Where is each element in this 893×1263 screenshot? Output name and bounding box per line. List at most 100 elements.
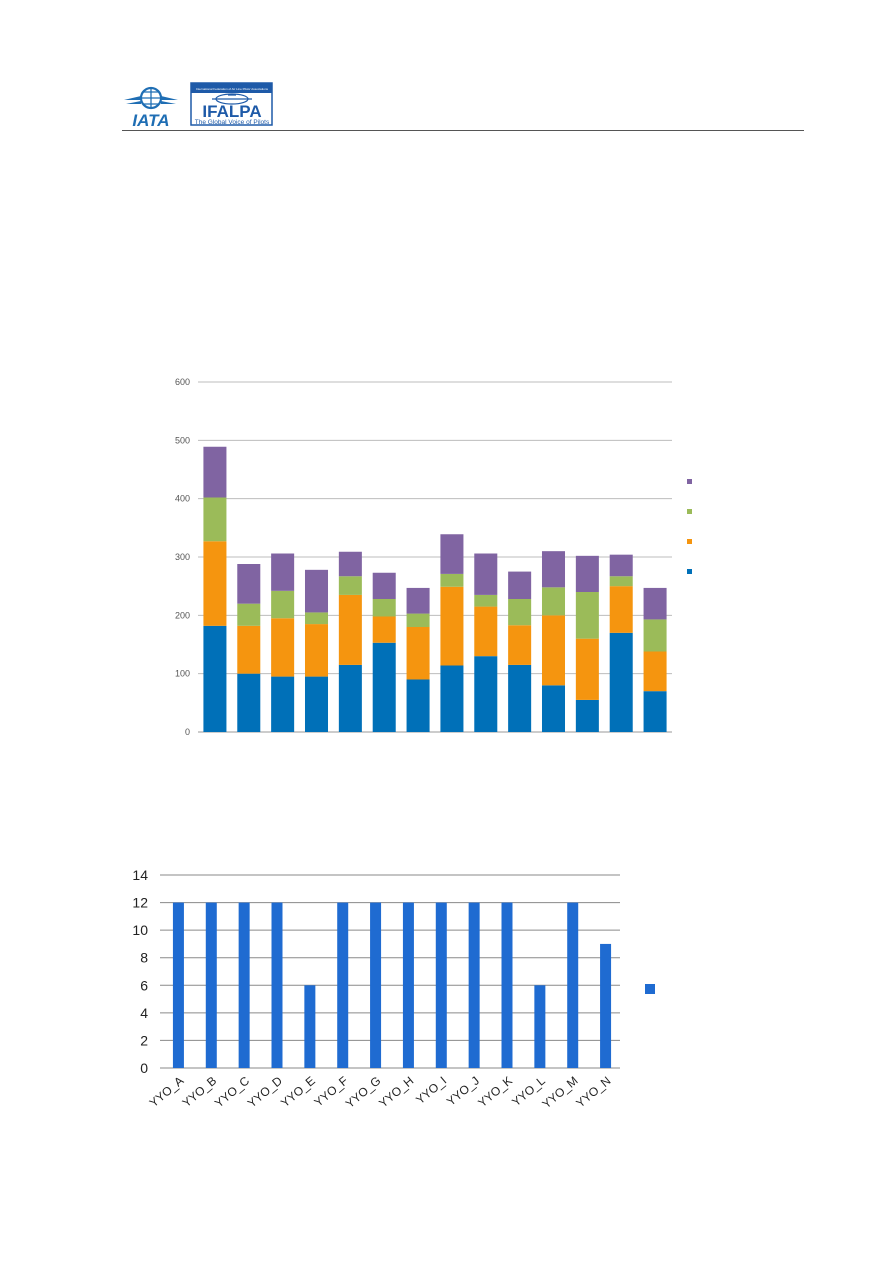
x-tick-label: YYO_B (180, 1074, 220, 1110)
bar-segment (643, 619, 667, 652)
bar-segment (271, 553, 295, 591)
bar-segment (372, 642, 396, 732)
x-tick-label: YYO_M (539, 1074, 580, 1112)
legend-marker (645, 984, 655, 994)
x-tick-label: YYO_A (147, 1074, 187, 1110)
bar-segment (271, 676, 295, 732)
y-tick-label: 600 (175, 377, 190, 387)
bar-segment (237, 603, 261, 626)
bar-segment (609, 586, 633, 633)
iata-logo-text: IATA (132, 111, 169, 130)
x-tick-label: YYO_H (376, 1074, 416, 1111)
x-tick-label: YYO_C (212, 1073, 252, 1110)
bar-segment (575, 592, 599, 639)
ifalpa-logo-text: IFALPA (202, 102, 261, 121)
ifalpa-tagline: The Global Voice of Pilots (195, 119, 270, 126)
bar-segment (575, 555, 599, 592)
y-tick-label: 500 (175, 435, 190, 445)
bar-segment (575, 699, 599, 732)
y-tick-label: 2 (140, 1032, 148, 1048)
y-tick-label: 8 (140, 950, 148, 966)
x-tick-label: YYO_J (444, 1074, 482, 1109)
x-tick-label: YYO_F (311, 1074, 350, 1110)
legend-marker (687, 479, 692, 484)
bar-segment (338, 594, 362, 665)
x-tick-label: YYO_I (413, 1074, 449, 1107)
x-tick-label: YYO_K (475, 1074, 515, 1110)
bar-segment (541, 615, 566, 686)
bar-segment (474, 594, 498, 607)
bar-segment (271, 618, 295, 677)
bar-segment (271, 590, 295, 619)
bar-segment (372, 616, 396, 643)
bar (172, 902, 184, 1068)
x-tick-label: YYO_E (278, 1074, 318, 1110)
bar-segment (203, 497, 227, 542)
y-tick-label: 14 (132, 867, 148, 883)
bar-segment (575, 638, 599, 700)
bar-segment (406, 627, 430, 680)
bar-segment (440, 665, 464, 732)
bar-segment (406, 587, 430, 614)
y-tick-label: 0 (185, 727, 190, 737)
iata-logo: IATA (124, 86, 178, 130)
y-tick-label: 100 (175, 669, 190, 679)
bar-segment (237, 625, 261, 674)
bar-chart: 02468101214YYO_AYYO_BYYO_CYYO_DYYO_EYYO_… (132, 867, 655, 1112)
bar (435, 902, 447, 1068)
bar-segment (406, 613, 430, 627)
bar-segment (440, 534, 464, 574)
header-logos: IATA International Federation of Air Lin… (124, 82, 273, 130)
bar-segment (304, 676, 329, 732)
header-divider (122, 130, 804, 131)
bar-segment (508, 599, 532, 626)
bar (501, 902, 513, 1068)
bar (534, 985, 546, 1068)
bar-segment (338, 664, 362, 732)
bar-segment (474, 656, 498, 732)
stacked-bar-chart: 0 100 200 300 400 500 600 (175, 377, 692, 737)
legend-marker (687, 539, 692, 544)
bar-segment (541, 551, 566, 588)
bar-segment (237, 564, 261, 604)
bar-segment (304, 612, 329, 625)
bar-segment (338, 576, 362, 595)
bar-segment (508, 571, 532, 599)
bar-segment (203, 625, 227, 732)
ifalpa-logo: International Federation of Air Line Pil… (190, 82, 273, 126)
bar-segment (372, 572, 396, 599)
y-tick-label: 0 (140, 1060, 148, 1076)
bar-segment (203, 541, 227, 626)
bar-segment (508, 625, 532, 665)
x-tick-label: YYO_D (245, 1073, 285, 1110)
bar-segment (304, 569, 329, 613)
bar-segment (643, 651, 667, 692)
bar-segment (474, 606, 498, 657)
ifalpa-banner-text: International Federation of Air Line Pil… (196, 87, 269, 91)
y-tick-label: 6 (140, 977, 148, 993)
y-tick-label: 4 (140, 1005, 148, 1021)
bar-segment (304, 624, 329, 677)
bar (337, 902, 349, 1068)
bar (238, 902, 250, 1068)
legend-marker (687, 509, 692, 514)
bar-segment (643, 691, 667, 732)
bar-segment (541, 685, 566, 732)
bar-segment (508, 664, 532, 732)
bar-segment (474, 553, 498, 595)
bar (468, 902, 480, 1068)
y-tick-label: 200 (175, 610, 190, 620)
bar-segment (643, 587, 667, 620)
page-header: IATA International Federation of Air Lin… (0, 0, 893, 140)
bar (567, 902, 579, 1068)
y-tick-label: 10 (132, 922, 148, 938)
bar-segment (338, 551, 362, 577)
bar (370, 902, 382, 1068)
bar-segment (372, 599, 396, 617)
bar-segment (541, 587, 566, 616)
legend-marker (687, 569, 692, 574)
y-tick-label: 300 (175, 552, 190, 562)
bar-segment (440, 586, 464, 666)
bar-segment (609, 554, 633, 577)
x-tick-label: YYO_N (573, 1074, 613, 1111)
